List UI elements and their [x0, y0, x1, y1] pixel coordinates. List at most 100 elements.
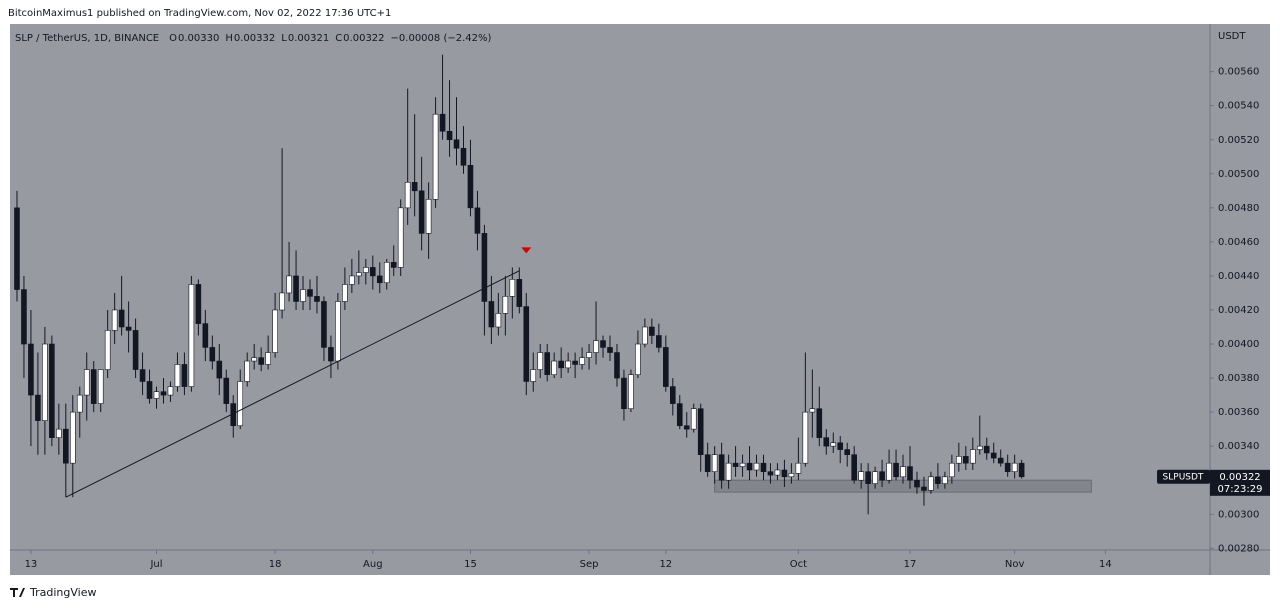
candle-body	[628, 374, 634, 410]
candle-body	[467, 164, 474, 209]
candle-body	[328, 347, 334, 362]
candle-body	[656, 335, 662, 348]
candle-body	[1018, 462, 1025, 478]
y-tick-label: 0.00560	[1218, 67, 1259, 78]
y-tick-label: 0.00420	[1218, 305, 1259, 316]
candle-body	[63, 428, 69, 464]
candle-body	[823, 437, 830, 447]
candle-body	[851, 454, 857, 481]
candle-body	[914, 479, 920, 488]
candle-body	[879, 471, 885, 481]
candle-body	[635, 343, 641, 375]
candle-body	[516, 279, 523, 307]
candle-body	[167, 386, 174, 396]
candle-body	[837, 442, 844, 450]
candle-body	[104, 330, 111, 370]
trend-line	[65, 270, 520, 498]
candle-body	[160, 391, 167, 396]
x-tick-label: Oct	[790, 559, 807, 570]
candle-body	[321, 301, 327, 348]
candle-body	[272, 309, 278, 353]
candle-body	[865, 471, 871, 484]
y-tick-label: 0.00400	[1218, 339, 1259, 350]
candle-body	[802, 411, 809, 464]
candle-body	[663, 347, 669, 387]
candle-body	[146, 381, 153, 399]
x-tick-label: Jul	[149, 559, 162, 570]
legend-symbol: SLP / TetherUS, 1D, BINANCE	[15, 33, 159, 44]
candle-body	[390, 262, 397, 268]
candle-body	[49, 343, 55, 438]
candle-body	[474, 207, 481, 234]
candle-body	[139, 369, 146, 382]
candle-body	[97, 369, 104, 404]
candle-body	[607, 347, 613, 353]
candle-body	[614, 352, 620, 379]
candle-body	[732, 462, 739, 467]
candle-body	[544, 352, 551, 375]
candle-body	[537, 352, 544, 370]
candle-body	[502, 296, 509, 314]
candle-body	[949, 462, 955, 478]
candle-body	[983, 445, 990, 454]
candle-body	[202, 323, 209, 348]
y-axis-title: USDT	[1218, 31, 1246, 42]
candle-body	[300, 289, 306, 302]
candle-body	[928, 476, 934, 491]
legend: SLP / TetherUS, 1D, BINANCE O 0.00330 H 0.00…	[15, 33, 491, 44]
price-tag	[1210, 469, 1270, 496]
candle-body	[795, 462, 802, 474]
y-tick-label: 0.00300	[1218, 509, 1259, 520]
candle-body	[830, 442, 837, 447]
symbol-tag	[1157, 469, 1210, 484]
legend-value: 0.00322	[343, 33, 384, 44]
countdown-label: 07:23:29	[1218, 484, 1263, 495]
symbol-tag-label: SLPUSDT	[1163, 472, 1204, 482]
plot: 0.002800.003000.003200.003400.003600.003…	[14, 54, 1270, 570]
x-tick-label: Nov	[1005, 559, 1025, 570]
candle-body	[418, 190, 425, 234]
candle-body	[342, 284, 348, 302]
candle-body	[963, 456, 969, 464]
candle-body	[816, 408, 823, 438]
candle-body	[551, 360, 557, 375]
candle-body	[495, 313, 502, 328]
candle-body	[28, 343, 34, 396]
candle-body	[558, 360, 564, 369]
candle-body	[642, 326, 648, 345]
candle-body	[83, 369, 90, 396]
y-tick-label: 0.00500	[1218, 169, 1259, 180]
candle-body	[286, 275, 292, 294]
y-tick-label: 0.00340	[1218, 441, 1259, 452]
candle-body	[481, 233, 488, 302]
candle-body	[942, 476, 948, 484]
legend-key: L	[281, 33, 287, 44]
candle-body	[725, 462, 732, 481]
candle-body	[237, 381, 244, 427]
candle-body	[369, 267, 376, 277]
candle-body	[35, 394, 41, 421]
candle-body	[774, 469, 781, 476]
legend-value: 0.00330	[178, 33, 219, 44]
candle-body	[621, 377, 627, 410]
footer-brand: TradingView	[29, 586, 96, 599]
candle-body	[125, 326, 132, 331]
candle-body	[209, 347, 216, 362]
x-tick-label: 15	[464, 559, 477, 570]
candle-body	[1011, 462, 1018, 472]
candle-body	[683, 425, 690, 430]
candle-body	[676, 403, 683, 427]
candle-body	[858, 471, 864, 481]
legend-change: −0.00008 (−2.42%)	[391, 33, 492, 44]
candle-body	[872, 471, 878, 484]
legend-key: H	[225, 33, 233, 44]
x-tick-label: Aug	[363, 559, 383, 570]
candle-body	[935, 476, 941, 484]
candle-body	[69, 411, 76, 464]
candle-body	[969, 449, 976, 464]
candle-body	[397, 207, 404, 268]
legend-key: O	[169, 33, 177, 44]
candle-body	[307, 289, 313, 297]
candle-body	[900, 466, 906, 478]
